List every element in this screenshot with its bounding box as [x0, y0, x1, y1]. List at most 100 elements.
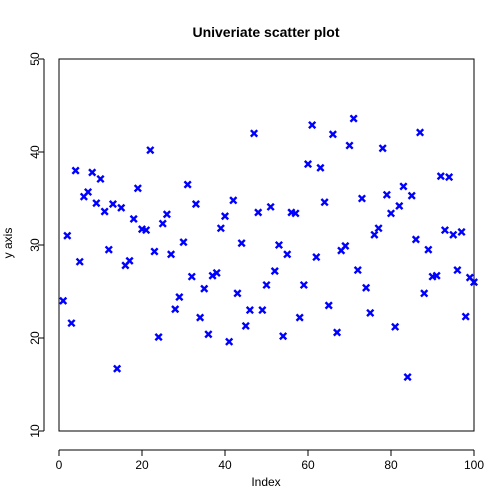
plot-frame — [58, 58, 475, 432]
data-point — [142, 226, 151, 235]
data-point — [445, 173, 454, 182]
data-point — [245, 306, 254, 315]
data-point-stroke — [212, 268, 221, 277]
data-point — [88, 168, 97, 177]
data-point-stroke — [104, 245, 113, 254]
data-point-stroke — [75, 257, 84, 266]
x-tick-label: 80 — [384, 458, 398, 472]
data-point-stroke — [108, 200, 117, 209]
data-point — [266, 202, 275, 211]
data-point — [279, 332, 288, 341]
data-point-stroke — [345, 141, 354, 150]
axes-layer: 0 20 40 60 80 100 10 20 30 40 50 — [28, 52, 484, 472]
x-tick-label: 0 — [56, 458, 63, 472]
data-point-stroke — [291, 209, 300, 218]
data-point — [241, 321, 250, 330]
x-axis-label: Index — [251, 475, 280, 489]
data-point — [200, 284, 209, 293]
data-point — [67, 319, 76, 328]
data-point-stroke — [349, 114, 358, 123]
data-point — [345, 141, 354, 150]
data-point — [411, 235, 420, 244]
data-point-stroke — [200, 284, 209, 293]
data-point — [233, 289, 242, 298]
data-point-stroke — [299, 280, 308, 290]
y-tick-label: 50 — [28, 52, 42, 66]
data-point — [183, 180, 192, 189]
data-point-stroke — [254, 208, 263, 217]
data-point — [133, 184, 142, 193]
data-point — [59, 296, 68, 305]
data-point — [270, 266, 279, 276]
x-tick-label: 20 — [135, 458, 149, 472]
data-point-stroke — [283, 250, 292, 259]
data-point-stroke — [100, 207, 109, 216]
data-point — [75, 257, 84, 266]
data-point-stroke — [445, 173, 454, 182]
data-point-stroke — [382, 190, 391, 199]
data-point — [154, 333, 163, 342]
data-point — [399, 182, 408, 191]
x-tick-label: 40 — [218, 458, 232, 472]
data-point-stroke — [262, 280, 271, 290]
data-point — [167, 250, 176, 259]
data-point — [395, 201, 404, 210]
data-point-stroke — [241, 321, 250, 330]
data-point-stroke — [113, 364, 122, 373]
data-point-stroke — [399, 182, 408, 191]
data-point-stroke — [457, 227, 466, 237]
data-point-stroke — [328, 130, 337, 139]
data-point — [424, 245, 433, 254]
data-point — [295, 313, 304, 322]
data-point-stroke — [403, 373, 412, 382]
data-point — [108, 200, 117, 209]
data-point — [440, 226, 449, 235]
data-point — [113, 364, 122, 373]
data-point-stroke — [333, 328, 342, 337]
data-point-stroke — [453, 266, 462, 275]
data-point-stroke — [92, 199, 101, 208]
data-point-stroke — [258, 306, 267, 315]
data-point-stroke — [204, 330, 213, 339]
data-point — [225, 337, 234, 346]
data-point-stroke — [395, 201, 404, 210]
data-point — [333, 328, 342, 337]
data-point — [117, 203, 126, 212]
data-point — [436, 172, 445, 181]
y-tick-label: 40 — [28, 145, 42, 159]
data-point-stroke — [324, 301, 333, 310]
data-point-stroke — [233, 289, 242, 298]
data-point-stroke — [316, 163, 325, 172]
data-point — [63, 231, 72, 240]
data-point-stroke — [416, 128, 425, 137]
data-point — [158, 219, 167, 228]
data-point-stroke — [303, 160, 313, 169]
data-point — [316, 163, 325, 172]
data-point — [362, 283, 371, 292]
data-point-stroke — [150, 247, 159, 256]
data-point-stroke — [187, 272, 196, 281]
data-point — [179, 238, 188, 247]
data-point-stroke — [229, 196, 238, 205]
data-point-stroke — [320, 198, 329, 207]
data-point-stroke — [449, 230, 458, 239]
data-point — [262, 280, 271, 290]
data-point-stroke — [341, 241, 350, 250]
data-point — [146, 146, 155, 155]
data-point — [324, 301, 333, 310]
data-point — [432, 271, 441, 280]
data-point — [308, 120, 317, 130]
y-tick-label: 10 — [28, 424, 42, 438]
data-point-stroke — [440, 226, 449, 235]
data-point — [237, 239, 246, 248]
data-point-stroke — [175, 293, 184, 302]
data-point-stroke — [370, 230, 379, 239]
data-point-stroke — [183, 180, 192, 189]
data-point — [283, 250, 292, 259]
points-layer — [59, 114, 479, 382]
data-point-stroke — [96, 174, 105, 184]
data-point — [449, 230, 458, 239]
y-axis-label: y axis — [1, 228, 15, 259]
data-point — [370, 230, 379, 239]
data-point — [341, 241, 350, 250]
